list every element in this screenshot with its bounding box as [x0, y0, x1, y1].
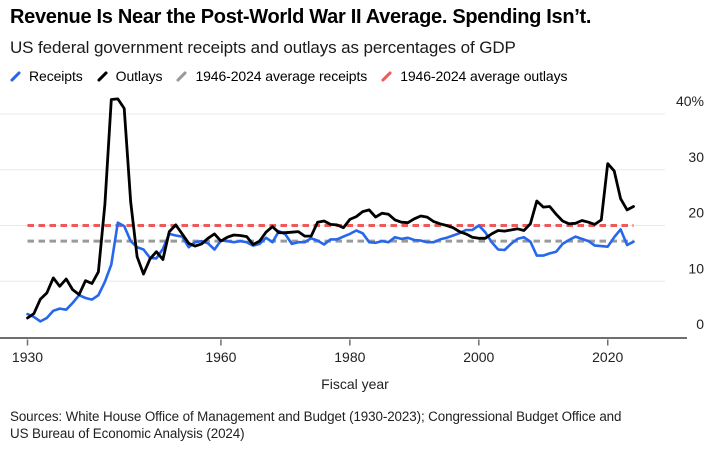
chart-title: Revenue Is Near the Post-World War II Av… — [10, 6, 592, 28]
chart-subtitle: US federal government receipts and outla… — [10, 38, 516, 57]
legend-label: 1946-2024 average receipts — [195, 68, 368, 84]
average-outlays-line-swatch-icon — [381, 70, 393, 82]
x-tick-label: 2020 — [592, 349, 623, 365]
legend-label: 1946-2024 average outlays — [400, 68, 568, 84]
average-receipts-line-swatch-icon — [176, 70, 188, 82]
y-tick-label: 0 — [696, 316, 704, 332]
y-tick-label: 30 — [688, 149, 704, 165]
sources-line: US Bureau of Economic Analysis (2024) — [10, 426, 245, 441]
legend-label: Receipts — [29, 68, 83, 84]
legend-item-receipts: Receipts — [9, 68, 83, 84]
x-tick-label: 1930 — [12, 349, 43, 365]
outlays-line-swatch-icon — [96, 70, 108, 82]
y-tick-label: 40% — [676, 93, 704, 109]
legend: Receipts Outlays 1946-2024 average recei… — [9, 68, 567, 84]
x-tick-label: 1960 — [205, 349, 236, 365]
series-line — [26, 221, 635, 323]
x-tick-label: 2000 — [463, 349, 494, 365]
chart-canvas: 1930 1960 1980 2000 2020 0 10 20 30 40% Fiscal yea… — [0, 93, 704, 392]
sources-note: Sources: White House Office of Managemen… — [10, 408, 709, 442]
y-tick-label: 10 — [688, 260, 704, 276]
legend-label: Outlays — [115, 68, 163, 84]
sources-line: Sources: White House Office of Managemen… — [10, 409, 622, 424]
legend-item-average-outlays: 1946-2024 average outlays — [380, 68, 567, 84]
legend-item-outlays: Outlays — [96, 68, 163, 84]
receipts-line-swatch-icon — [9, 70, 22, 82]
x-axis-title: Fiscal year — [321, 376, 389, 392]
legend-item-average-receipts: 1946-2024 average receipts — [175, 68, 367, 84]
y-tick-label: 20 — [688, 205, 704, 221]
x-tick-label: 1980 — [334, 349, 365, 365]
series-line — [26, 97, 635, 320]
